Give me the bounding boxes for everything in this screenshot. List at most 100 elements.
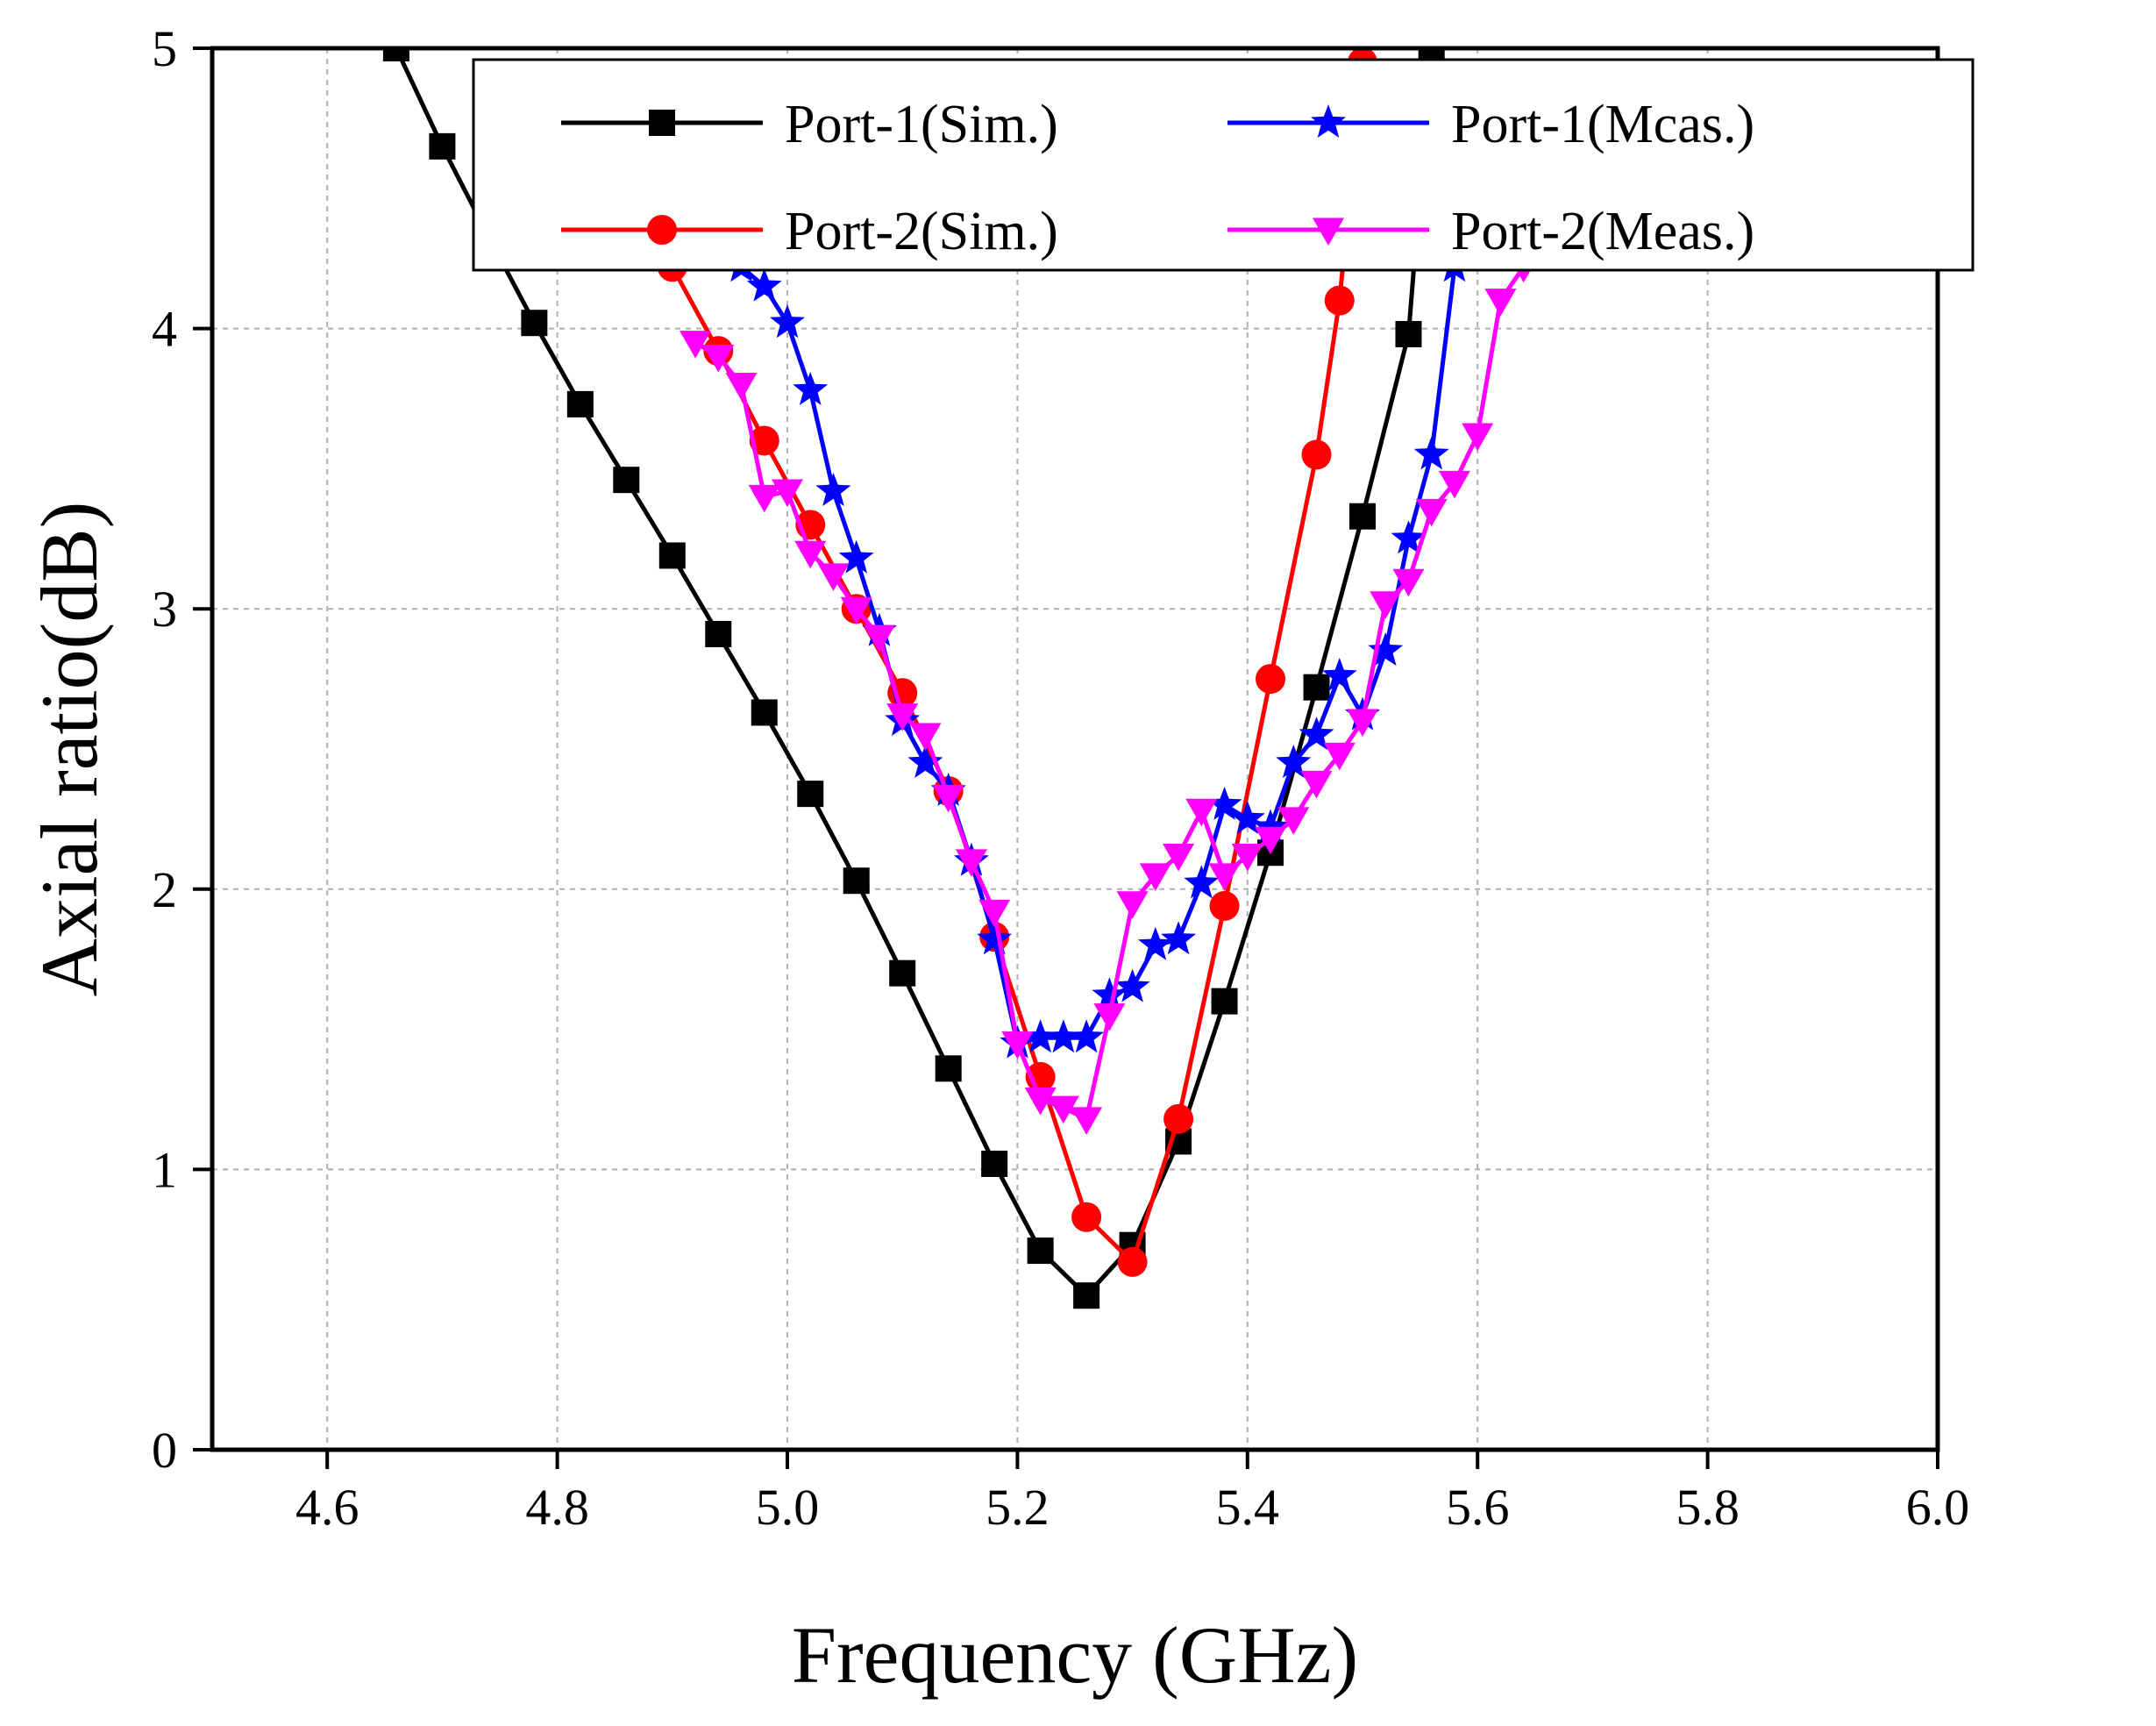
y-tick-label: 1 xyxy=(152,1141,177,1198)
data-point xyxy=(566,390,594,417)
data-point xyxy=(1073,1282,1100,1309)
x-tick-label: 5.8 xyxy=(1676,1479,1740,1536)
data-point xyxy=(1253,809,1288,843)
series-3 xyxy=(680,254,1540,1135)
data-point xyxy=(613,467,640,494)
data-point xyxy=(1208,863,1241,891)
data-point xyxy=(840,596,872,625)
data-point xyxy=(793,371,829,405)
x-tick-label: 5.2 xyxy=(985,1479,1050,1536)
data-point xyxy=(1001,1031,1034,1059)
x-tick-label: 6.0 xyxy=(1906,1479,1970,1536)
x-tick-label: 4.6 xyxy=(295,1479,359,1536)
data-point xyxy=(725,373,758,401)
data-point xyxy=(748,484,780,513)
axis-tick-labels: 4.6 4.8 5.0 5.2 5.4 5.6 5.8 6.0 0 1 2 3 4 5 xyxy=(152,20,1969,1536)
data-point xyxy=(815,473,851,506)
data-point xyxy=(1256,664,1286,695)
legend-box xyxy=(472,58,1975,272)
x-axis-title: Frequency (GHz) xyxy=(792,1610,1358,1700)
data-point xyxy=(1185,798,1218,827)
data-point xyxy=(1299,717,1334,750)
data-point xyxy=(932,784,964,813)
data-point xyxy=(429,132,456,160)
data-point xyxy=(746,267,782,302)
data-point xyxy=(1161,921,1197,955)
data-point xyxy=(797,781,824,808)
y-tick-label: 5 xyxy=(152,20,177,77)
legend-item: Port-2(Sim.) xyxy=(561,202,1058,261)
data-point xyxy=(1370,591,1402,619)
data-point xyxy=(886,703,919,731)
data-point xyxy=(935,1055,962,1082)
legend-marker xyxy=(647,215,677,245)
data-point xyxy=(1071,1107,1103,1135)
legend-marker xyxy=(1311,104,1346,138)
y-tick-label: 4 xyxy=(152,301,177,358)
data-point xyxy=(1303,674,1330,701)
x-tick-label: 5.6 xyxy=(1446,1479,1510,1536)
data-point xyxy=(1117,1246,1148,1277)
data-point xyxy=(658,542,686,569)
data-point xyxy=(1047,1095,1079,1124)
data-point xyxy=(1231,843,1263,872)
data-point xyxy=(843,867,870,895)
legend-item: Port-1(Mcas.) xyxy=(1227,95,1754,154)
legend-label: Port-2(Meas.) xyxy=(1451,202,1754,261)
data-point xyxy=(977,921,1013,955)
data-point xyxy=(1209,890,1240,921)
legend-label: Port-2(Sim.) xyxy=(785,202,1058,261)
data-point xyxy=(1071,1202,1102,1232)
data-point xyxy=(1418,48,1445,61)
legend-marker xyxy=(649,110,675,136)
legend-item: Port-1(Sim.) xyxy=(561,95,1058,154)
legend-items: Port-1(Sim.) Port-2(Sim.) Port-1(Mcas.) Por… xyxy=(561,95,1754,261)
data-point xyxy=(1276,745,1312,778)
axis-ticks xyxy=(193,46,1939,1469)
data-point xyxy=(889,959,916,987)
data-point xyxy=(382,48,409,61)
data-point xyxy=(1163,843,1195,872)
data-point xyxy=(1092,977,1128,1011)
data-point xyxy=(1413,436,1449,470)
data-point xyxy=(751,699,778,726)
data-point xyxy=(838,539,874,574)
data-point xyxy=(1438,470,1470,499)
data-point xyxy=(1069,1019,1105,1053)
data-point xyxy=(680,331,712,359)
series-1 xyxy=(657,48,1377,1277)
legend-marker xyxy=(1313,218,1344,246)
data-point xyxy=(749,425,779,456)
data-point xyxy=(955,849,987,877)
data-point xyxy=(1347,709,1378,738)
y-tick-label: 0 xyxy=(152,1422,177,1479)
x-tick-label: 5.4 xyxy=(1216,1479,1280,1536)
data-point xyxy=(1093,1003,1126,1031)
data-point xyxy=(772,479,803,507)
data-point xyxy=(1255,826,1287,855)
data-point xyxy=(1323,742,1356,771)
data-point xyxy=(1116,891,1149,919)
y-tick-label: 2 xyxy=(152,861,177,918)
x-tick-label: 5.0 xyxy=(756,1479,820,1536)
data-point xyxy=(1368,632,1404,667)
x-tick-label: 4.8 xyxy=(525,1479,589,1536)
legend-item: Port-2(Meas.) xyxy=(1227,202,1754,261)
data-point xyxy=(981,1151,1008,1178)
data-point xyxy=(1022,1019,1058,1053)
data-point xyxy=(1277,807,1310,835)
data-point xyxy=(702,345,735,373)
data-point xyxy=(817,563,850,591)
plot-frame xyxy=(210,46,1940,1452)
data-point xyxy=(978,899,1011,928)
data-point xyxy=(1184,865,1220,899)
y-tick-label: 3 xyxy=(152,581,177,638)
data-point xyxy=(1301,439,1332,470)
data-point xyxy=(1024,1088,1057,1116)
data-point xyxy=(1391,520,1427,554)
data-point xyxy=(1211,988,1238,1015)
data-point xyxy=(1045,1019,1081,1053)
legend-label: Port-1(Sim.) xyxy=(785,95,1058,154)
data-point xyxy=(1415,498,1448,527)
